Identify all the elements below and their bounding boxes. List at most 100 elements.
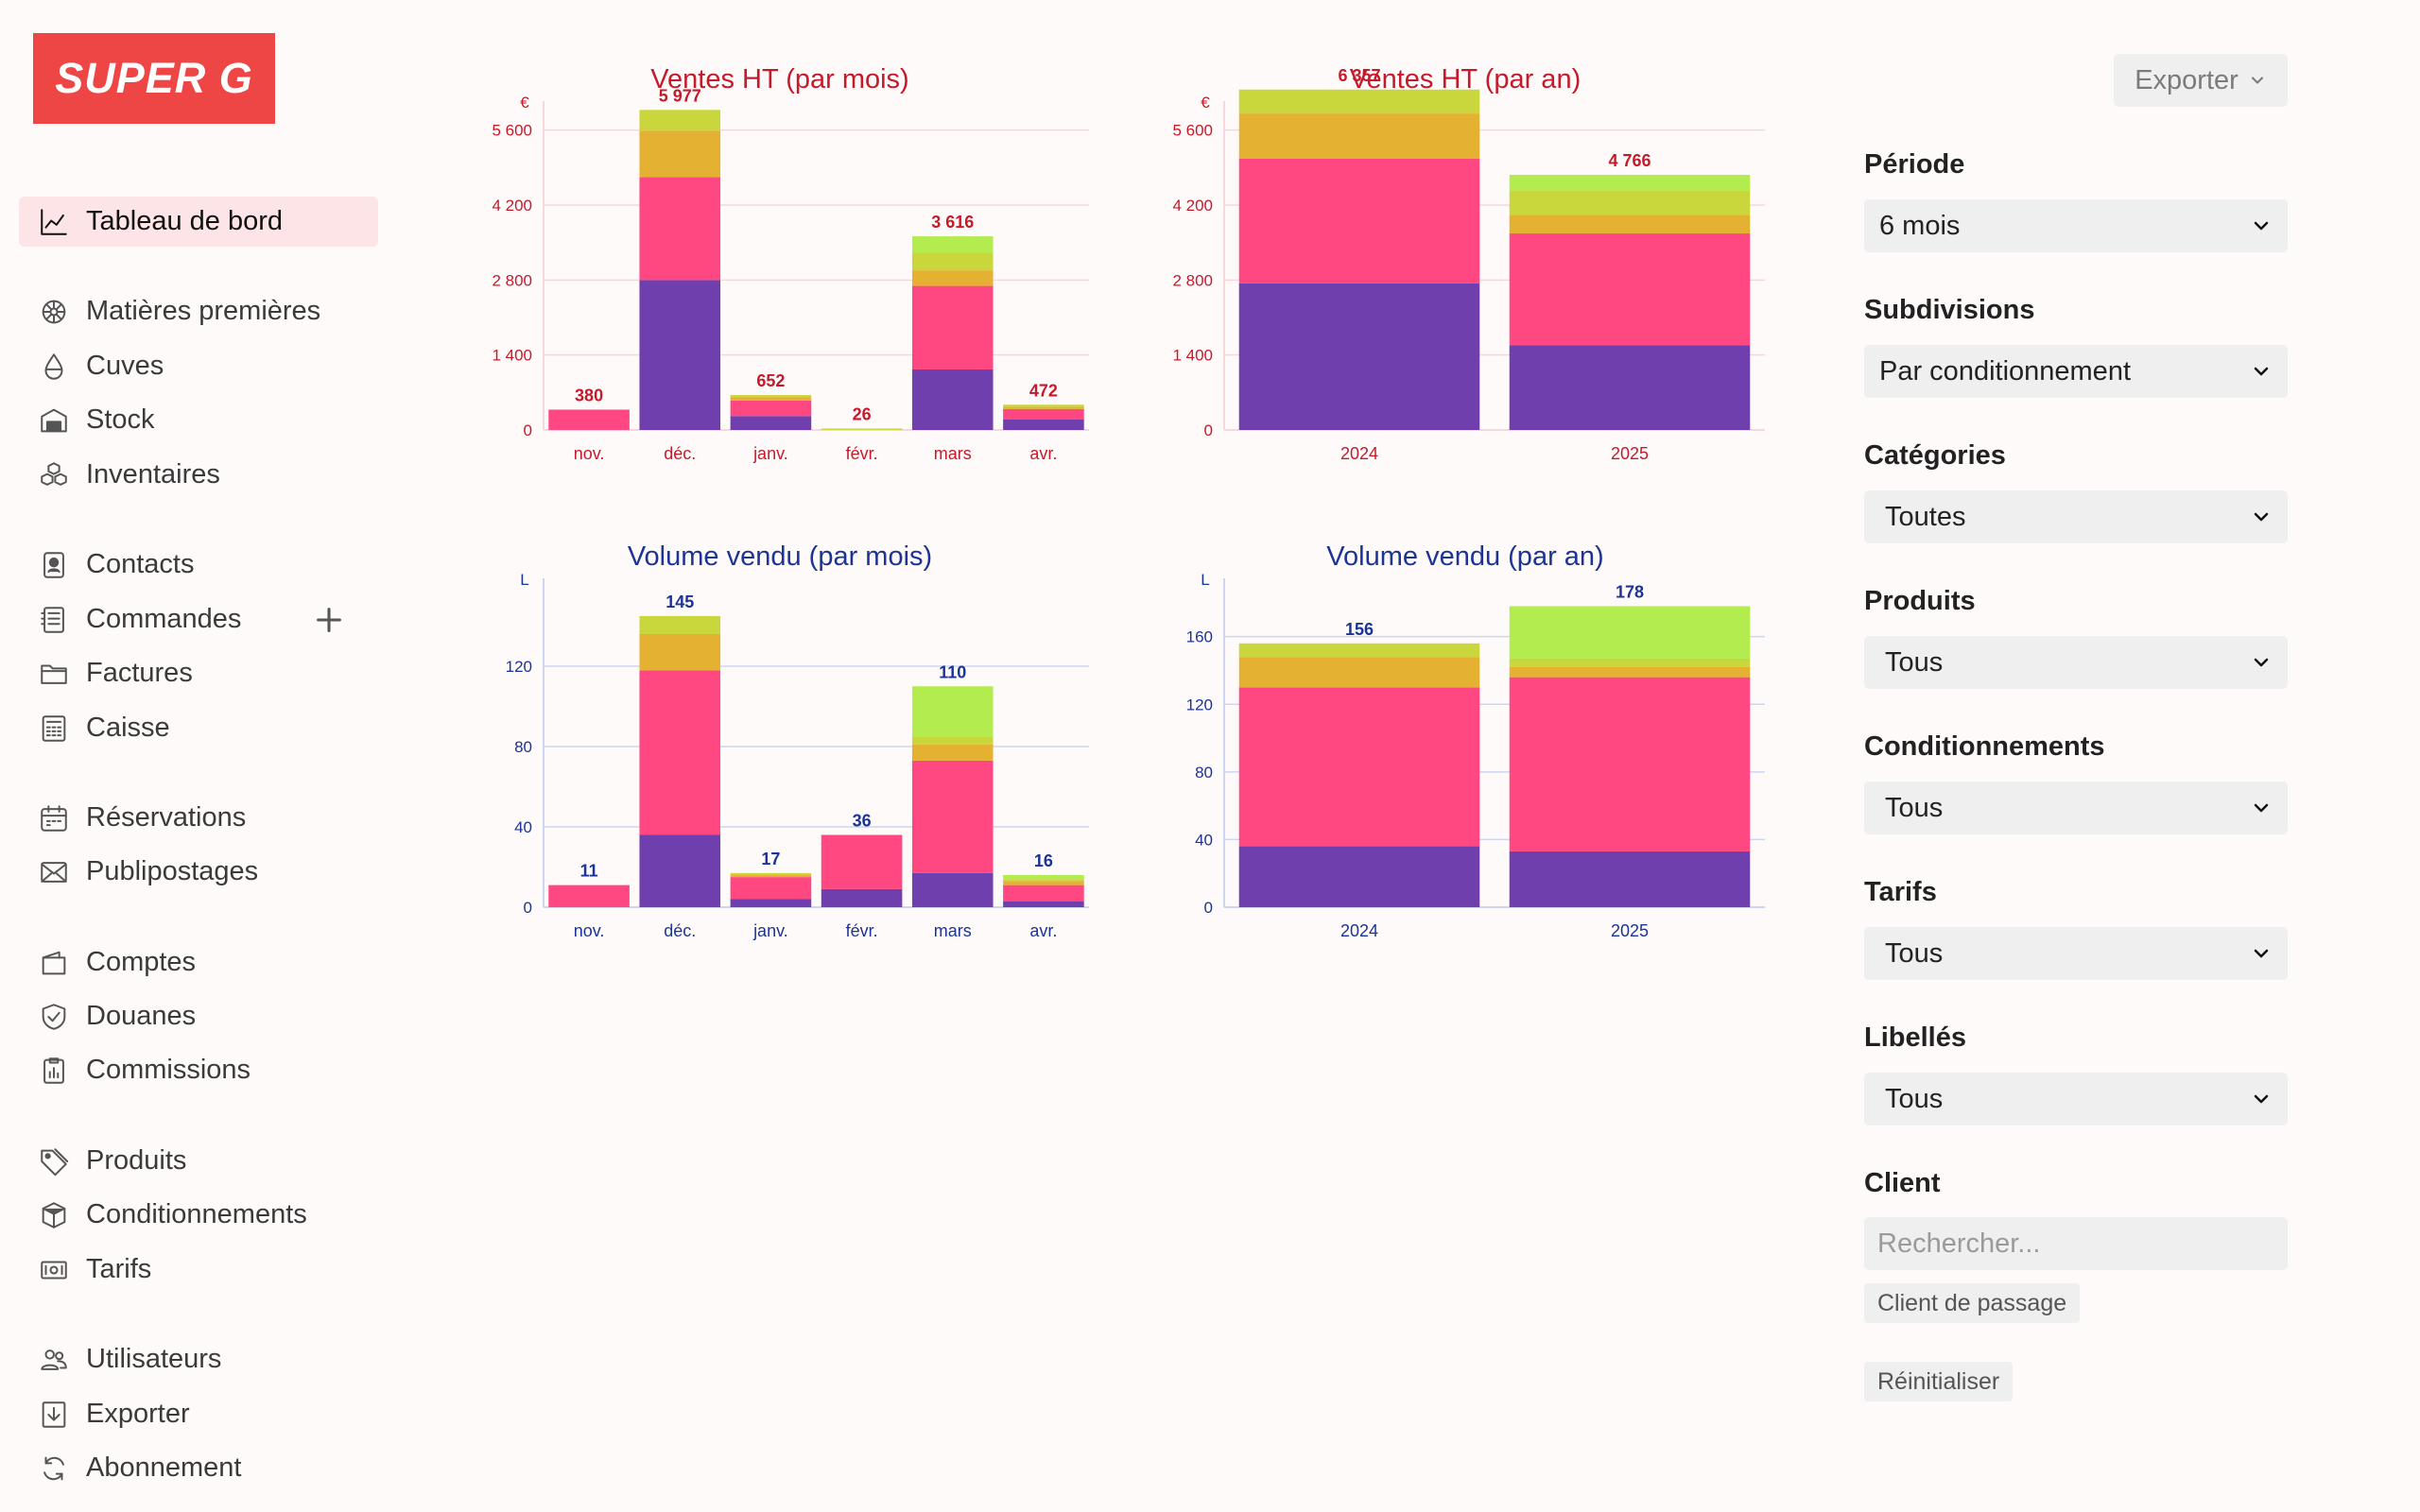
sidebar-item-products[interactable]: Produits bbox=[19, 1136, 378, 1186]
bar-segment bbox=[1509, 666, 1751, 678]
bar-segment bbox=[821, 428, 903, 430]
bar-segment bbox=[911, 760, 994, 873]
bar-segment bbox=[639, 670, 721, 835]
plus-icon[interactable] bbox=[313, 604, 345, 636]
bar-segment bbox=[911, 744, 994, 761]
sidebar-item-export[interactable]: Exporter bbox=[19, 1389, 378, 1439]
sidebar-item-label: Inventaires bbox=[86, 459, 220, 490]
sidebar-item-tanks[interactable]: Cuves bbox=[19, 341, 378, 391]
bar-segment bbox=[1238, 657, 1480, 688]
bar-segment bbox=[1238, 643, 1480, 658]
stacked-bar bbox=[821, 834, 903, 907]
reset-filters-button[interactable]: Réinitialiser bbox=[1864, 1362, 2014, 1401]
app-logo[interactable]: SUPER G bbox=[33, 33, 275, 124]
bar-segment bbox=[1003, 406, 1084, 409]
bar-total-label: 110 bbox=[939, 662, 966, 681]
sidebar-item-invoices[interactable]: Factures bbox=[19, 648, 378, 698]
bar-segment bbox=[1509, 233, 1751, 346]
bar-segment bbox=[730, 872, 812, 875]
warehouse-icon bbox=[41, 408, 67, 432]
labels-select[interactable]: Tous bbox=[1864, 1073, 2288, 1125]
bar-total-label: 3 616 bbox=[931, 213, 974, 232]
sidebar-item-label: Cuves bbox=[86, 351, 164, 381]
order-list-icon bbox=[41, 606, 64, 633]
y-tick-label: 80 bbox=[514, 738, 532, 756]
sidebar-item-label: Produits bbox=[86, 1145, 187, 1176]
x-tick-label: janv. bbox=[752, 921, 788, 940]
y-tick-label: 5 600 bbox=[492, 122, 532, 140]
bar-total-label: 145 bbox=[666, 593, 694, 611]
bar-segment bbox=[639, 280, 721, 430]
sidebar-item-mailings[interactable]: Publipostages bbox=[19, 847, 378, 897]
sidebar-item-label: Utilisateurs bbox=[86, 1344, 222, 1374]
register-icon bbox=[42, 714, 66, 742]
categories-label: Catégories bbox=[1864, 440, 2006, 471]
bar-segment bbox=[1003, 881, 1084, 885]
sidebar-item-inventories[interactable]: Inventaires bbox=[19, 450, 378, 500]
bar-total-label: 36 bbox=[853, 812, 872, 831]
packagings-select[interactable]: Tous bbox=[1864, 782, 2288, 834]
sidebar-item-raw[interactable]: Matières premières bbox=[19, 286, 378, 336]
stacked-bar bbox=[1509, 174, 1751, 430]
chevron-down-icon bbox=[2254, 367, 2269, 376]
subdivisions-select[interactable]: Par conditionnement bbox=[1864, 345, 2288, 398]
bar-segment bbox=[730, 877, 812, 900]
sidebar-item-packagings[interactable]: Conditionnements bbox=[19, 1190, 378, 1240]
y-tick-label: 4 200 bbox=[492, 197, 532, 215]
bar-segment bbox=[1003, 404, 1084, 407]
subdivisions-value: Par conditionnement bbox=[1879, 355, 2131, 387]
sidebar-item-label: Abonnement bbox=[86, 1452, 242, 1483]
sidebar-item-accounts[interactable]: Comptes bbox=[19, 937, 378, 988]
categories-select[interactable]: Toutes bbox=[1864, 490, 2288, 543]
chevron-down-icon bbox=[2254, 221, 2269, 231]
labels-value: Tous bbox=[1885, 1083, 1944, 1114]
sidebar-item-cash[interactable]: Caisse bbox=[19, 703, 378, 753]
client-search-input[interactable] bbox=[1864, 1217, 2288, 1270]
bar-segment bbox=[730, 395, 812, 398]
y-axis-unit: € bbox=[1201, 94, 1210, 112]
client-label: Client bbox=[1864, 1168, 1941, 1198]
products-select[interactable]: Tous bbox=[1864, 636, 2288, 689]
y-tick-label: 40 bbox=[1195, 831, 1213, 849]
bar-total-label: 6 357 bbox=[1338, 66, 1380, 85]
sidebar-item-orders[interactable]: Commandes bbox=[19, 594, 378, 644]
chevron-down-icon bbox=[2254, 512, 2269, 522]
sidebar-item-users[interactable]: Utilisateurs bbox=[19, 1334, 378, 1384]
bar-segment bbox=[1509, 215, 1751, 234]
export-button[interactable]: Exporter bbox=[2114, 54, 2288, 107]
sidebar-item-label: Matières premières bbox=[86, 296, 321, 326]
sidebar-item-stock[interactable]: Stock bbox=[19, 395, 378, 445]
sidebar-item-contacts[interactable]: Contacts bbox=[19, 540, 378, 590]
bar-segment bbox=[821, 834, 903, 889]
x-tick-label: déc. bbox=[664, 444, 696, 463]
categories-value: Toutes bbox=[1885, 501, 1966, 532]
y-tick-label: 40 bbox=[514, 818, 532, 836]
y-tick-label: 80 bbox=[1195, 764, 1213, 782]
tariffs-select[interactable]: Tous bbox=[1864, 927, 2288, 980]
bar-total-label: 26 bbox=[853, 405, 872, 424]
chart-title: Volume vendu (par mois) bbox=[628, 541, 932, 572]
bar-segment bbox=[1509, 174, 1751, 191]
sidebar-item-commissions[interactable]: Commissions bbox=[19, 1045, 378, 1095]
bar-segment bbox=[911, 872, 994, 907]
chart-svg: Ventes HT (par an) €0 1 400 2 800 4 200 5 600… bbox=[1172, 64, 1765, 463]
period-select[interactable]: 6 mois bbox=[1864, 199, 2288, 252]
bar-segment bbox=[1003, 879, 1084, 882]
y-axis-unit: L bbox=[1201, 571, 1209, 589]
sidebar-item-customs[interactable]: Douanes bbox=[19, 991, 378, 1041]
chart-title: Ventes HT (par an) bbox=[1350, 64, 1581, 94]
sidebar-item-label: Tableau de bord bbox=[86, 206, 283, 236]
shield-check-icon bbox=[42, 1003, 66, 1030]
stacked-bar bbox=[639, 615, 721, 907]
chart-volume-by-year: Volume vendu (par an) L 0 40 80 120 160 156 2024… bbox=[1149, 529, 1782, 950]
sidebar-item-dashboard[interactable]: Tableau de bord bbox=[19, 197, 378, 247]
chevron-down-icon bbox=[2254, 803, 2269, 813]
sidebar-item-label: Comptes bbox=[86, 947, 197, 977]
passing-client-chip[interactable]: Client de passage bbox=[1864, 1283, 2081, 1323]
sidebar-item-reservations[interactable]: Réservations bbox=[19, 793, 378, 843]
download-icon bbox=[42, 1400, 66, 1428]
sidebar-item-subscription[interactable]: Abonnement bbox=[19, 1443, 378, 1493]
bar-segment bbox=[1238, 89, 1480, 114]
sidebar-item-prices[interactable]: Tarifs bbox=[19, 1245, 378, 1295]
grain-icon bbox=[42, 300, 66, 323]
